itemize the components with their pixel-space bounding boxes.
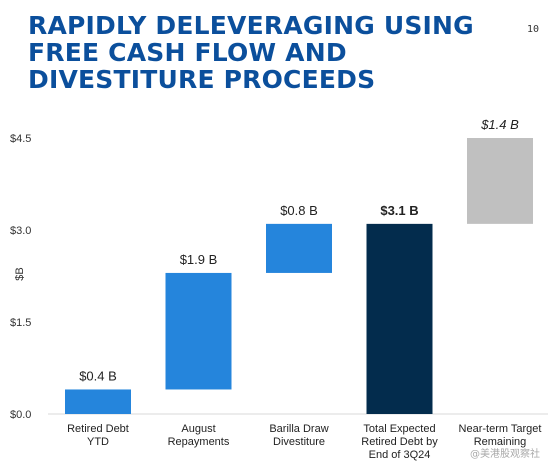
data-labels: $0.4 B $1.9 B $0.8 B $3.1 B $1.4 B <box>79 117 519 383</box>
category-label: End of 3Q24 <box>369 449 431 461</box>
y-tick-label: $0.0 <box>10 409 31 421</box>
category-label: August <box>181 423 215 435</box>
bar <box>65 389 131 414</box>
y-tick-label: $4.5 <box>10 133 31 145</box>
bar <box>266 223 332 273</box>
category-label: Barilla Draw <box>269 423 328 435</box>
category-label: Near-term Target <box>459 423 542 435</box>
page-number: 10 <box>527 24 540 35</box>
bar <box>165 272 232 390</box>
category-label: Remaining <box>474 436 527 448</box>
bars <box>65 138 533 414</box>
y-tick-label: $1.5 <box>10 317 31 329</box>
category-label: Repayments <box>168 436 230 448</box>
page-title: RAPIDLY DELEVERAGING USING FREE CASH FLO… <box>28 11 474 94</box>
data-label: $0.8 B <box>280 203 318 218</box>
data-label: $1.9 B <box>180 252 218 267</box>
bar <box>467 138 533 224</box>
category-label: Retired Debt by <box>361 436 438 448</box>
data-label: $3.1 B <box>380 203 418 218</box>
category-label: Retired Debt <box>67 423 129 435</box>
category-label: Divestiture <box>273 436 325 448</box>
watermark: @美港股观察社 <box>470 449 540 460</box>
data-label: $1.4 B <box>480 117 519 132</box>
category-label: Total Expected <box>363 423 435 435</box>
bar <box>366 223 433 414</box>
y-axis: $0.0 $1.5 $3.0 $4.5 $B <box>10 133 548 421</box>
category-label: YTD <box>87 436 109 448</box>
y-axis-label: $B <box>14 267 26 280</box>
y-tick-label: $3.0 <box>10 225 31 237</box>
data-label: $0.4 B <box>79 368 117 383</box>
